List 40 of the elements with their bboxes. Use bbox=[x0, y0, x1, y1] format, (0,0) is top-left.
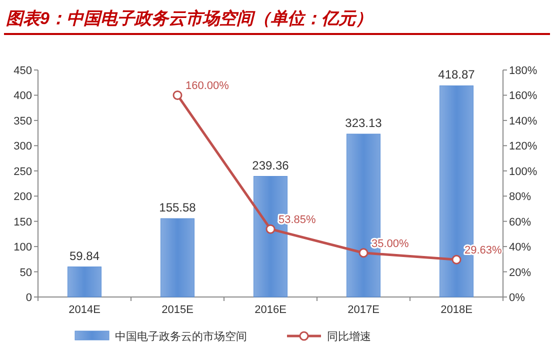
bar bbox=[68, 266, 102, 298]
y-tick-label: 50 bbox=[20, 266, 32, 279]
y2-tick-label: 160% bbox=[509, 90, 538, 102]
x-tick-label: 2014E bbox=[68, 304, 100, 316]
y-tick-label: 350 bbox=[14, 115, 32, 128]
point bbox=[172, 90, 182, 100]
data-label: 155.58 bbox=[159, 200, 196, 215]
bar bbox=[160, 218, 194, 298]
y-tick-label: 200 bbox=[14, 191, 32, 204]
y2-tick-label: 100% bbox=[509, 166, 538, 178]
y-tick-label: 400 bbox=[14, 90, 32, 102]
x-tick-label: 2018E bbox=[440, 304, 472, 316]
y-tick-label: 0 bbox=[26, 292, 32, 304]
x-tick-label: 2016E bbox=[254, 304, 286, 316]
x-tick-label: 2017E bbox=[348, 304, 380, 316]
y-tick-label: 100 bbox=[14, 242, 32, 254]
data-label: 239.36 bbox=[252, 158, 290, 172]
y2-tick-label: 60% bbox=[509, 216, 532, 228]
point bbox=[452, 254, 462, 264]
y2-tick-label: 40% bbox=[509, 242, 532, 254]
point bbox=[266, 224, 276, 234]
y2-tick-label: 140% bbox=[509, 115, 538, 128]
y-tick-label: 450 bbox=[14, 65, 32, 77]
y2-tick-label: 180% bbox=[509, 65, 538, 77]
point bbox=[358, 248, 368, 258]
legend-label: 中国电子政务云的市场空间 bbox=[115, 330, 247, 343]
data-label: 59.84 bbox=[69, 248, 100, 263]
y-tick-label: 250 bbox=[14, 166, 32, 178]
data-label: 418.87 bbox=[438, 68, 476, 82]
y2-tick-label: 120% bbox=[509, 140, 538, 153]
y2-tick-label: 0% bbox=[509, 292, 526, 304]
y-tick-label: 300 bbox=[14, 140, 32, 153]
legend-label: 同比增速 bbox=[327, 330, 371, 343]
chart-title: 图表9：中国电子政务云市场空间（单位：亿元） bbox=[6, 9, 372, 28]
data-label: 323.13 bbox=[345, 116, 382, 130]
y-tick-label: 150 bbox=[14, 216, 32, 228]
y2-tick-label: 20% bbox=[509, 266, 532, 279]
data-label: 160.00% bbox=[186, 80, 230, 92]
x-tick-label: 2015E bbox=[162, 304, 194, 316]
y2-tick-label: 80% bbox=[509, 191, 532, 204]
